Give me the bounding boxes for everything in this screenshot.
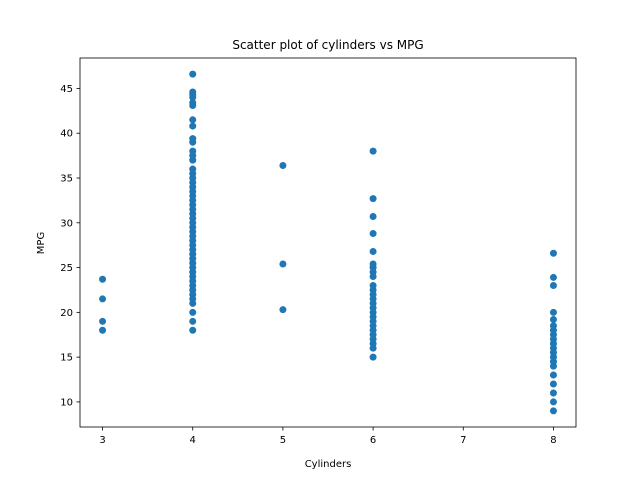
scatter-point — [549, 380, 557, 388]
x-tick-label: 8 — [550, 435, 556, 446]
scatter-point — [549, 389, 557, 397]
scatter-point — [549, 281, 557, 289]
scatter-point — [369, 195, 377, 203]
y-tick-label: 40 — [60, 129, 73, 140]
scatter-point — [279, 306, 287, 314]
plot-area-frame — [79, 57, 577, 428]
scatter-point — [549, 249, 557, 257]
scatter-point — [549, 371, 557, 379]
scatter-point — [279, 161, 287, 169]
y-tick-label: 45 — [60, 84, 73, 95]
scatter-point — [369, 230, 377, 238]
y-tick-label: 20 — [60, 308, 73, 319]
scatter-point — [99, 295, 107, 303]
scatter-point — [549, 308, 557, 316]
x-tick-label: 5 — [280, 435, 286, 446]
scatter-point — [189, 165, 197, 173]
x-tick-label: 7 — [460, 435, 466, 446]
scatter-point — [369, 147, 377, 155]
y-tick-label: 35 — [60, 174, 73, 185]
scatter-point — [549, 322, 557, 330]
scatter-point — [189, 70, 197, 78]
scatter-point — [549, 316, 557, 324]
chart-title: Scatter plot of cylinders vs MPG — [232, 38, 423, 52]
scatter-point — [99, 317, 107, 325]
x-axis-ticks: 3 4 5 6 7 8 — [99, 427, 557, 446]
scatter-point — [279, 260, 287, 268]
scatter-point — [369, 353, 377, 361]
scatter-point — [189, 147, 197, 155]
y-tick-label: 10 — [60, 397, 73, 408]
scatter-point — [99, 275, 107, 283]
scatter-point — [189, 326, 197, 334]
x-tick-label: 3 — [99, 435, 105, 446]
y-tick-label: 30 — [60, 218, 73, 229]
x-axis-label: Cylinders — [305, 459, 352, 470]
scatter-point — [189, 135, 197, 143]
scatter-point — [189, 88, 197, 96]
scatter-point — [189, 122, 197, 130]
scatter-point — [189, 99, 197, 107]
y-tick-label: 25 — [60, 263, 73, 274]
scatter-point — [549, 407, 557, 415]
scatter-point — [189, 317, 197, 325]
x-tick-label: 4 — [190, 435, 196, 446]
y-tick-label: 15 — [60, 353, 73, 364]
y-axis-label: MPG — [36, 232, 47, 254]
scatter-point — [369, 260, 377, 268]
scatter-point — [369, 213, 377, 221]
points-layer — [99, 70, 557, 415]
x-tick-label: 6 — [370, 435, 376, 446]
scatter-point — [549, 273, 557, 281]
scatter-point — [189, 308, 197, 316]
y-axis-ticks: 10 15 20 25 30 35 40 45 — [60, 84, 80, 408]
scatter-point — [189, 116, 197, 124]
scatter-point — [99, 326, 107, 334]
scatter-point — [549, 398, 557, 406]
scatter-point — [369, 247, 377, 255]
scatter-point — [369, 281, 377, 289]
